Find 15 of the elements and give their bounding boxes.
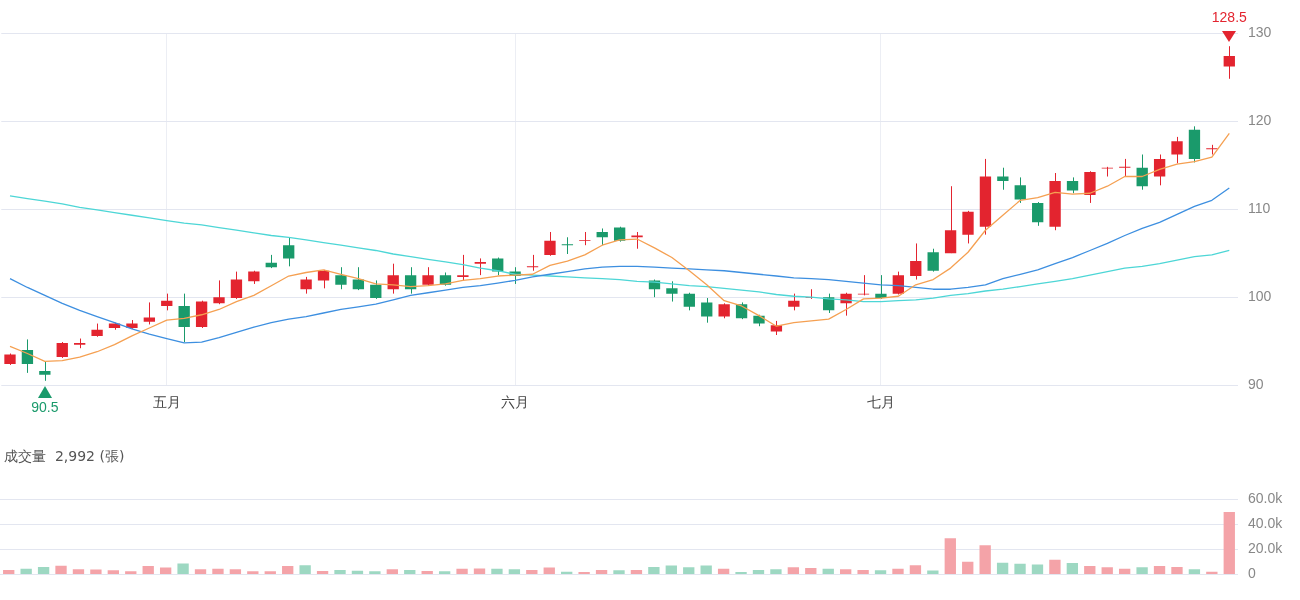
y-tick-label: 110 <box>1248 199 1271 216</box>
x-tick-label: 七月 <box>866 394 895 411</box>
chart-title: 成交量 2,992 (張) <box>4 448 125 466</box>
y-tick-label: 100 <box>1248 288 1272 305</box>
y-tick-label: 120 <box>1248 111 1272 128</box>
y-tick-label: 0 <box>1248 565 1256 582</box>
y-tick-label: 130 <box>1248 23 1272 40</box>
y-tick-label: 20.0k <box>1248 540 1284 557</box>
x-tick-label: 五月 <box>152 394 181 411</box>
annotation: 90.5 <box>31 398 59 415</box>
annotation: 128.5 <box>1211 9 1248 26</box>
x-tick-label: 六月 <box>501 394 530 411</box>
y-tick-label: 90 <box>1248 376 1264 393</box>
y-tick-label: 40.0k <box>1248 515 1284 532</box>
y-tick-label: 60.0k <box>1248 489 1284 506</box>
